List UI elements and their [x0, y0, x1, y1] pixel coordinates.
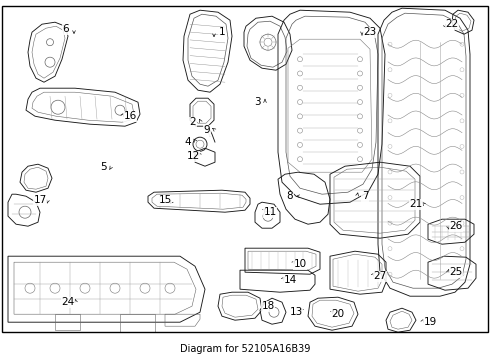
Text: 17: 17	[33, 195, 47, 205]
Text: 21: 21	[409, 199, 423, 209]
Text: 5: 5	[99, 162, 106, 172]
Text: 1: 1	[219, 27, 225, 37]
Text: 3: 3	[254, 97, 260, 107]
Text: 23: 23	[364, 27, 377, 37]
Text: 26: 26	[449, 221, 463, 231]
Text: 9: 9	[204, 125, 210, 135]
Text: 12: 12	[186, 151, 199, 161]
Text: Diagram for 52105A16B39: Diagram for 52105A16B39	[180, 344, 310, 354]
Text: 2: 2	[190, 117, 196, 127]
Text: 13: 13	[290, 307, 303, 317]
Text: 22: 22	[445, 19, 459, 29]
Text: 18: 18	[261, 301, 274, 311]
Text: 19: 19	[423, 317, 437, 327]
Text: 10: 10	[294, 259, 307, 269]
Text: 15: 15	[158, 195, 172, 205]
Text: 14: 14	[283, 275, 296, 285]
Text: 20: 20	[331, 309, 344, 319]
Text: 4: 4	[185, 137, 191, 147]
Text: 25: 25	[449, 267, 463, 277]
Text: 27: 27	[373, 271, 387, 281]
Text: 11: 11	[264, 207, 277, 217]
Text: 24: 24	[61, 297, 74, 307]
Text: 8: 8	[287, 191, 294, 201]
Text: 16: 16	[123, 111, 137, 121]
Text: 6: 6	[63, 24, 69, 34]
Text: 7: 7	[362, 191, 368, 201]
